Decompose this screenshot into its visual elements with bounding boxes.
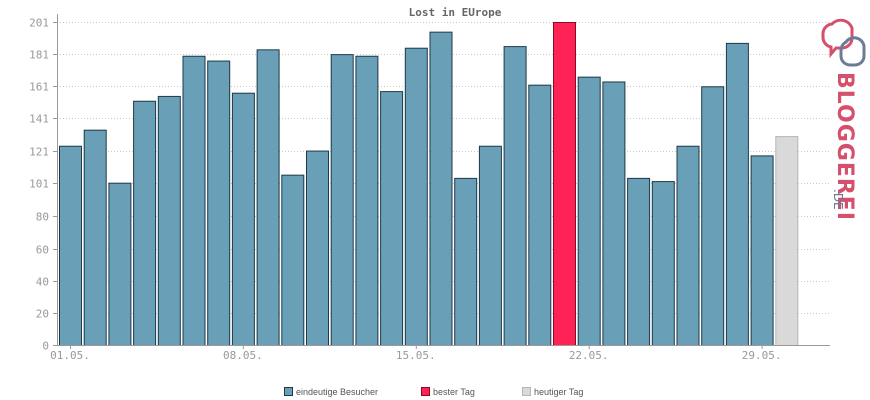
bloggerei-logo: BLOGGEREI .DE xyxy=(821,18,866,221)
legend: eindeutige Besucher bester Tag heutiger Ta… xyxy=(284,387,583,397)
x-tick-label: 22.05. xyxy=(569,349,609,362)
y-tick-label: 40 xyxy=(36,276,49,289)
y-tick-label: 201 xyxy=(29,17,49,30)
legend-label: bester Tag xyxy=(433,387,475,397)
bar xyxy=(380,91,404,346)
legend-swatch xyxy=(522,387,531,396)
y-tick-label: 0 xyxy=(42,340,49,353)
bar-best-day xyxy=(553,22,576,346)
x-axis-ticks: 01.05. 08.05. 15.05. 22.05. 29.05. xyxy=(50,345,781,362)
logo-domain-suffix: .DE xyxy=(831,189,845,210)
bar xyxy=(355,55,379,346)
bar xyxy=(207,60,231,346)
axes xyxy=(57,14,830,346)
y-axis-ticks: 0 20 40 60 80 101 121 141 161 181 201 xyxy=(29,17,57,353)
y-tick-label: 161 xyxy=(29,81,49,94)
bar xyxy=(157,95,181,346)
legend-label: eindeutige Besucher xyxy=(296,387,378,397)
bar xyxy=(231,92,255,346)
bar xyxy=(281,174,305,346)
bar xyxy=(256,49,280,346)
bar xyxy=(404,47,428,346)
bar xyxy=(478,145,502,346)
bar xyxy=(577,76,601,347)
bar xyxy=(454,177,478,346)
bar xyxy=(750,155,774,346)
bar xyxy=(627,177,651,346)
y-tick-label: 141 xyxy=(29,113,49,126)
bars xyxy=(59,22,799,347)
x-tick-label: 15.05. xyxy=(396,349,436,362)
bar xyxy=(528,84,552,347)
bar xyxy=(133,100,157,347)
y-tick-label: 20 xyxy=(36,308,49,321)
x-tick-label: 01.05. xyxy=(50,349,90,362)
bar xyxy=(182,55,206,346)
y-tick-label: 181 xyxy=(29,49,49,62)
legend-label: heutiger Tag xyxy=(534,387,583,397)
bar xyxy=(701,86,725,347)
bar-today xyxy=(775,136,799,346)
bar xyxy=(83,129,107,346)
bar xyxy=(330,54,354,346)
bar xyxy=(429,31,453,347)
logo-wordmark: BLOGGEREI xyxy=(832,72,857,221)
bar xyxy=(602,81,626,347)
y-tick-label: 80 xyxy=(36,211,49,224)
legend-swatch xyxy=(421,387,430,396)
legend-swatch xyxy=(284,387,293,396)
chart-title: Lost in EUrope xyxy=(409,6,502,19)
y-tick-label: 121 xyxy=(29,146,49,159)
x-tick-label: 29.05. xyxy=(742,349,782,362)
bar xyxy=(108,182,132,346)
x-tick-label: 08.05. xyxy=(223,349,263,362)
bar xyxy=(725,42,749,347)
bar xyxy=(306,150,329,346)
y-tick-label: 60 xyxy=(36,244,49,257)
y-tick-label: 101 xyxy=(29,178,49,191)
bar xyxy=(676,145,700,346)
bar xyxy=(503,46,527,346)
speech-bubbles-icon xyxy=(821,18,866,67)
bar xyxy=(651,181,675,346)
bar xyxy=(59,145,82,346)
